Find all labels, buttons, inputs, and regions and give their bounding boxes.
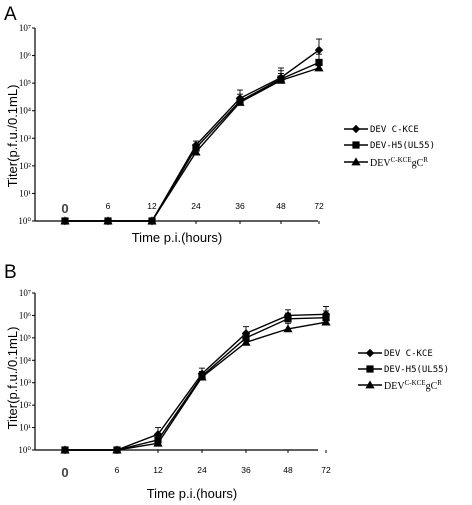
x-axis-title: Time p.i.(hours) — [147, 486, 238, 501]
legend-label: DEV-H5(UL55) — [370, 141, 435, 151]
legend: DEV C-KCE DEV-H5(UL55) DEVC-KCEgCR — [344, 124, 435, 169]
x-tick-label: 0 — [61, 465, 68, 480]
chart-panel-b: B Titer(p.f.u./0.1mL) Time p.i.(hours) 1… — [4, 262, 449, 501]
legend-marker — [352, 141, 360, 149]
series-line — [65, 67, 320, 222]
y-tick-label: 10⁰ — [18, 216, 31, 226]
series-triangle — [60, 59, 324, 225]
y-tick-label: 10⁷ — [19, 23, 31, 33]
y-tick-label: 10⁵ — [19, 333, 31, 343]
legend-entry: DEV C-KCE — [344, 124, 419, 135]
data-point — [314, 45, 324, 55]
x-tick-label: 48 — [283, 465, 293, 475]
legend-marker — [366, 365, 374, 373]
y-tick-label: 10⁴ — [19, 106, 31, 116]
legend: DEV C-KCE DEV-H5(UL55) DEVC-KCEgCR — [358, 348, 449, 392]
y-tick-label: 10² — [19, 400, 31, 410]
panel-letter: B — [4, 262, 17, 283]
y-tick-label: 10³ — [19, 378, 31, 388]
y-tick-label: 10¹ — [19, 423, 31, 433]
x-tick-label: 24 — [197, 465, 207, 475]
axes: 10⁰ 10¹ 10² 10³ 10⁴ 10⁵ 10⁶ 10⁷ 0 6 12 24 36 48 72 — [18, 23, 324, 226]
y-tick-label: 10⁰ — [18, 445, 31, 455]
x-axis-title: Time p.i.(hours) — [132, 230, 223, 245]
y-tick-label: 10⁵ — [19, 78, 31, 88]
legend-marker — [365, 380, 375, 389]
x-tick-label: 6 — [106, 201, 111, 211]
series-triangle — [60, 314, 331, 454]
x-tick-label: 72 — [314, 201, 324, 211]
y-tick-label: 10¹ — [19, 188, 31, 198]
x-tick-label: 6 — [115, 465, 120, 475]
legend-entry: DEV C-KCE — [358, 348, 433, 359]
data-point — [147, 216, 157, 225]
data-point — [197, 372, 207, 381]
data-point — [112, 445, 122, 454]
legend-label: DEVC-KCEgCR — [384, 379, 442, 392]
series-line — [65, 313, 327, 451]
series-line — [65, 61, 320, 222]
legend-entry: DEV-H5(UL55) — [344, 141, 435, 151]
legend-marker — [351, 157, 361, 166]
data-point — [284, 315, 292, 323]
y-tick-label: 10³ — [19, 133, 31, 143]
legend-label: DEV-H5(UL55) — [384, 365, 449, 375]
data-point — [103, 216, 113, 225]
y-axis-title: Titer(p.f.u./0.1mL) — [5, 327, 20, 430]
x-tick-label: 48 — [276, 201, 286, 211]
x-tick-label: 24 — [191, 201, 201, 211]
data-point — [321, 317, 331, 326]
data-point — [283, 324, 293, 333]
x-tick-label: 36 — [235, 201, 245, 211]
y-tick-label: 10⁶ — [19, 51, 31, 61]
series-diamond — [60, 38, 324, 226]
legend-label: DEV C-KCE — [384, 349, 433, 359]
y-tick-label: 10⁴ — [19, 355, 31, 365]
data-point — [235, 97, 245, 106]
data-point — [60, 445, 70, 454]
legend-entry: DEVC-KCEgCR — [344, 156, 428, 169]
data-point — [191, 147, 201, 156]
data-point — [60, 216, 70, 225]
data-point — [314, 63, 324, 72]
x-tick-label: 36 — [241, 465, 251, 475]
data-point — [276, 75, 286, 84]
data-point — [241, 337, 251, 346]
legend-marker — [351, 124, 361, 134]
y-tick-label: 10⁷ — [19, 288, 31, 298]
x-tick-label: 12 — [147, 201, 157, 211]
legend-label: DEV C-KCE — [370, 125, 419, 135]
series-layer — [60, 306, 331, 455]
legend-label: DEVC-KCEgCR — [370, 156, 428, 169]
series-layer — [60, 38, 324, 226]
x-tick-label: 0 — [61, 201, 68, 216]
panel-letter: A — [4, 4, 17, 25]
y-tick-label: 10⁶ — [19, 310, 31, 320]
legend-marker — [365, 348, 375, 358]
legend-entry: DEV-H5(UL55) — [358, 365, 449, 375]
series-line — [65, 321, 327, 451]
x-tick-label: 72 — [321, 465, 331, 475]
chart-panel-a: A Titer(p.f.u./0.1mL) Time p.i.(hours) 1… — [4, 4, 435, 245]
y-axis-title: Titer(p.f.u./0.1mL) — [5, 85, 20, 188]
y-tick-label: 10² — [19, 161, 31, 171]
data-point — [153, 438, 163, 447]
x-tick-label: 12 — [153, 465, 163, 475]
legend-entry: DEVC-KCEgCR — [358, 379, 442, 392]
